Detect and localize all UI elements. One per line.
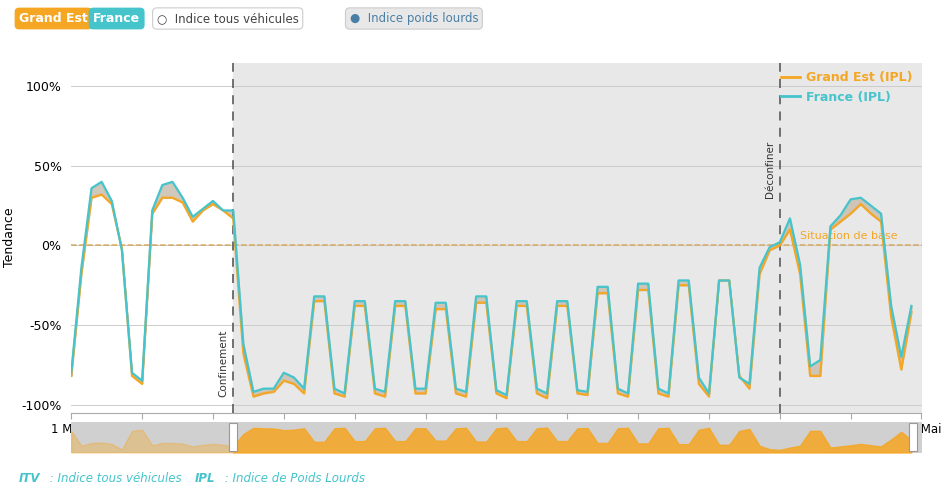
Text: : Indice tous véhicules: : Indice tous véhicules (46, 472, 189, 485)
Bar (229, 423, 238, 451)
Text: ○  Indice tous véhicules: ○ Indice tous véhicules (157, 12, 298, 25)
Text: IPL: IPL (195, 472, 216, 485)
Bar (71, 62, 233, 412)
Text: Confinement: Confinement (218, 329, 228, 396)
Legend: Grand Est (IPL), France (IPL): Grand Est (IPL), France (IPL) (776, 66, 918, 108)
Text: Grand Est: Grand Est (19, 12, 87, 25)
Text: France: France (93, 12, 141, 25)
Bar (233, 62, 922, 412)
Bar (909, 423, 918, 451)
Text: ITV: ITV (19, 472, 41, 485)
Text: ●  Indice poids lourds: ● Indice poids lourds (350, 12, 478, 25)
Text: Situation de base: Situation de base (800, 230, 898, 240)
Text: : Indice de Poids Lourds: : Indice de Poids Lourds (221, 472, 366, 485)
Y-axis label: Tendance: Tendance (3, 208, 15, 268)
Text: Déconfiner: Déconfiner (765, 140, 775, 198)
